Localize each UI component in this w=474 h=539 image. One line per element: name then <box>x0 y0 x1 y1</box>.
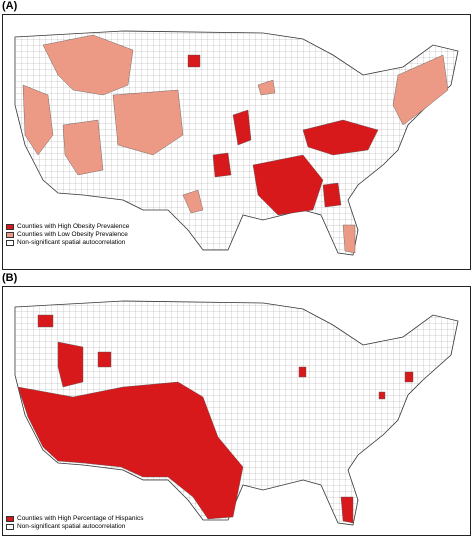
legend-label: Non-significant spatial autocorrelation <box>17 523 126 530</box>
panel-b-label: (B) <box>2 272 18 284</box>
panel-b-map-frame <box>2 286 471 536</box>
low-obesity-regions <box>22 34 449 254</box>
high-hispanic-regions <box>17 314 414 524</box>
panel-a-label: (A) <box>2 0 18 12</box>
legend-label: Non-significant spatial autocorrelation <box>17 239 126 246</box>
legend-label: Counties with High Obesity Prevalence <box>17 223 130 230</box>
legend-item-high-hispanic: Counties with High Percentage of Hispani… <box>6 515 143 523</box>
legend-item-nonsignificant: Non-significant spatial autocorrelation <box>6 239 129 247</box>
panel-a-map-frame <box>2 14 471 270</box>
legend-label: Counties with Low Obesity Prevalence <box>17 231 128 238</box>
legend-swatch <box>6 516 14 522</box>
legend-swatch <box>6 224 14 230</box>
legend-item-low-obesity: Counties with Low Obesity Prevalence <box>6 231 129 239</box>
legend-swatch <box>6 524 14 530</box>
high-obesity-regions <box>187 54 379 216</box>
legend-swatch <box>6 232 14 238</box>
panel-b-legend: Counties with High Percentage of Hispani… <box>6 515 143 531</box>
panel-a-legend: Counties with High Obesity Prevalence Co… <box>6 223 129 247</box>
legend-item-nonsignificant: Non-significant spatial autocorrelation <box>6 523 143 531</box>
legend-swatch <box>6 240 14 246</box>
legend-label: Counties with High Percentage of Hispani… <box>17 515 144 522</box>
panel-a-map <box>14 30 459 256</box>
legend-item-high-obesity: Counties with High Obesity Prevalence <box>6 223 129 231</box>
panel-b-map <box>14 300 459 526</box>
